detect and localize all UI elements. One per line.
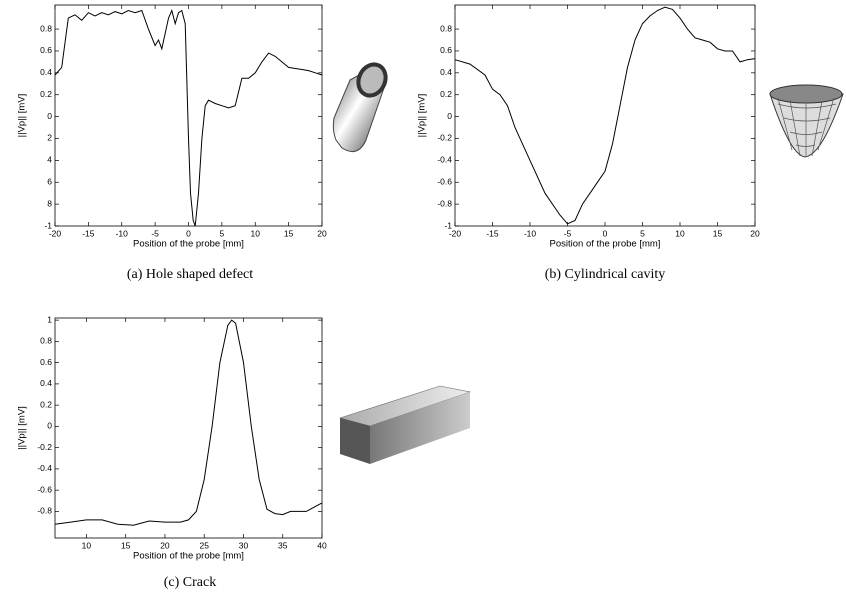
- y-tick-label: 8: [47, 198, 52, 208]
- paraboloid-icon: [769, 84, 844, 158]
- x-tick-label: 35: [278, 540, 288, 550]
- caption: (a) Hole shaped defect: [127, 267, 253, 282]
- plot-frame: [54, 317, 323, 539]
- y-tick-label: -0.4: [37, 463, 52, 473]
- y-tick-label: -0.6: [37, 484, 52, 494]
- y-tick-label: 0: [447, 111, 452, 121]
- data-line: [454, 6, 756, 225]
- y-tick-label: 0.4: [440, 67, 452, 77]
- y-tick-label: 0: [47, 421, 52, 431]
- x-tick-label: -5: [564, 228, 572, 238]
- x-tick-label: 10: [251, 228, 261, 238]
- x-tick-label: 25: [199, 540, 209, 550]
- y-axis-label: ||Vp|| [mV]: [417, 94, 428, 138]
- y-tick-label: 0.6: [40, 357, 52, 367]
- x-tick-label: 20: [750, 228, 760, 238]
- x-tick-label: -20: [49, 228, 62, 238]
- x-tick-label: 0: [186, 228, 191, 238]
- x-tick-label: -5: [151, 228, 159, 238]
- x-tick-label: 15: [713, 228, 723, 238]
- y-tick-label: 0: [47, 111, 52, 121]
- y-tick-label: -1: [44, 220, 52, 230]
- x-tick-label: 30: [239, 540, 249, 550]
- x-tick-label: 20: [160, 540, 170, 550]
- x-tick-label: -10: [116, 228, 129, 238]
- x-tick-label: -15: [82, 228, 95, 238]
- y-tick-label: 2: [47, 133, 52, 143]
- y-tick-label: -0.6: [437, 176, 452, 186]
- x-tick-label: 15: [121, 540, 131, 550]
- bar-icon: [338, 385, 472, 464]
- y-tick-label: 0.6: [440, 45, 452, 55]
- plot-frame: [54, 4, 323, 227]
- x-tick-label: -15: [486, 228, 499, 238]
- caption: (c) Crack: [164, 575, 216, 590]
- y-tick-label: 0.8: [440, 23, 452, 33]
- y-tick-label: 6: [47, 176, 52, 186]
- y-tick-label: 1: [47, 314, 52, 324]
- data-line: [54, 8, 323, 227]
- x-tick-label: 40: [317, 540, 327, 550]
- y-tick-label: 0.8: [40, 336, 52, 346]
- x-tick-label: 10: [82, 540, 92, 550]
- x-axis-label: Position of the probe [mm]: [133, 239, 244, 250]
- x-axis-label: Position of the probe [mm]: [133, 551, 244, 562]
- y-tick-label: -0.2: [37, 442, 52, 452]
- y-tick-label: -0.2: [437, 133, 452, 143]
- plot-frame: [454, 4, 756, 227]
- x-tick-label: 5: [640, 228, 645, 238]
- y-axis-label: ||Vp|| [mV]: [17, 94, 28, 138]
- x-tick-label: 10: [675, 228, 685, 238]
- caption: (b) Cylindrical cavity: [545, 267, 666, 282]
- y-tick-label: 0.2: [40, 399, 52, 409]
- pipe-icon: [332, 62, 388, 153]
- y-tick-label: 0.4: [40, 67, 52, 77]
- y-tick-label: 0.2: [440, 89, 452, 99]
- x-tick-label: 5: [220, 228, 225, 238]
- x-tick-label: 0: [603, 228, 608, 238]
- y-tick-label: 0.4: [40, 378, 52, 388]
- x-tick-label: -20: [449, 228, 462, 238]
- y-tick-label: 0.2: [40, 89, 52, 99]
- y-tick-label: 0.8: [40, 23, 52, 33]
- y-tick-label: 4: [47, 155, 52, 165]
- x-axis-label: Position of the probe [mm]: [550, 239, 661, 250]
- data-line: [54, 319, 323, 526]
- y-tick-label: -0.8: [37, 506, 52, 516]
- y-tick-label: 0.6: [40, 45, 52, 55]
- x-tick-label: 15: [284, 228, 294, 238]
- y-tick-label: -0.8: [437, 198, 452, 208]
- y-axis-label: ||Vp|| [mV]: [17, 406, 28, 450]
- x-tick-label: 20: [317, 228, 327, 238]
- x-tick-label: -10: [524, 228, 537, 238]
- y-tick-label: -0.4: [437, 155, 452, 165]
- y-tick-label: -1: [444, 220, 452, 230]
